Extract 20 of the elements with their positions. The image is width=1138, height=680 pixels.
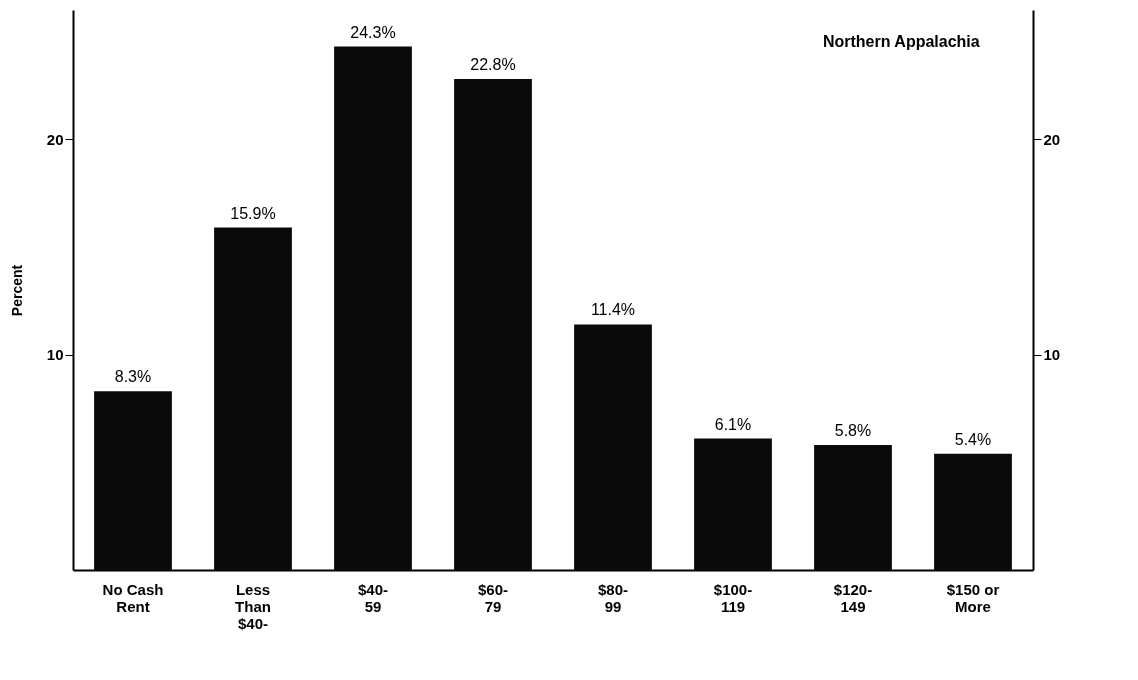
y2-tick-label: 20 [1043, 130, 1061, 148]
data-label: 8.3% [114, 368, 152, 386]
x-tick-label: No Cash Rent [102, 580, 164, 615]
x-tick-label: $120-149 [833, 580, 873, 615]
x-tick-label: $150 or More [946, 580, 1000, 615]
x-tick-label: Less Than $40- [235, 580, 271, 632]
y-axis-title: Percent [8, 264, 25, 317]
x-tick-label: $80-99 [597, 580, 629, 615]
data-label: 5.4% [954, 430, 992, 448]
data-label: 5.8% [834, 422, 872, 440]
x-tick-label: $60-79 [477, 580, 509, 615]
x-tick-label: $100-119 [713, 580, 753, 615]
y2-tick-label: 10 [1043, 346, 1061, 364]
x-tick-label: $40-59 [357, 580, 389, 615]
data-label: 6.1% [714, 415, 752, 433]
data-label: 24.3% [350, 23, 396, 41]
data-label: 22.8% [470, 55, 516, 73]
data-label: 11.4% [590, 301, 636, 319]
text: Northern Appalachia [822, 33, 980, 50]
data-label: 15.9% [230, 204, 276, 222]
